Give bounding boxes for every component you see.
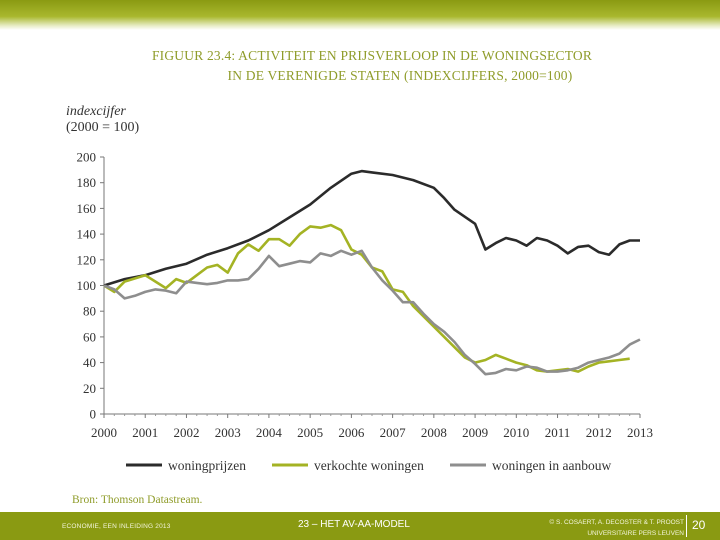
footer-copyright: © S. COSAERT, A. DECOSTER & T. PROOST UN…: [536, 517, 684, 539]
footer-divider: [686, 515, 687, 537]
y-axis-label-line-1: indexcijfer: [66, 104, 126, 119]
footer-authors: © S. COSAERT, A. DECOSTER & T. PROOST: [549, 519, 684, 526]
legend-label-1: woningprijzen: [168, 458, 246, 473]
x-tick-label: 2001: [132, 425, 158, 440]
y-tick-label: 100: [77, 278, 97, 293]
chart-title-line-2: IN DE VERENIGDE STATEN (INDEXCIJFERS, 20…: [227, 68, 573, 83]
top-accent-bar: [0, 0, 720, 30]
legend-label-3: woningen in aanbouw: [492, 458, 611, 473]
x-tick-label: 2008: [421, 425, 447, 440]
series-line-3: [103, 249, 641, 376]
x-tick-label: 2005: [297, 425, 323, 440]
y-tick-label: 160: [77, 201, 97, 216]
y-tick-label: 60: [83, 329, 96, 344]
footer-publisher: UNIVERSITAIRE PERS LEUVEN: [587, 530, 684, 537]
x-tick-label: 2007: [380, 425, 407, 440]
y-tick-label: 0: [90, 407, 97, 422]
y-tick-label: 80: [83, 304, 96, 319]
y-tick-label: 120: [77, 252, 97, 267]
x-tick-label: 2009: [462, 425, 488, 440]
x-tick-label: 2013: [627, 425, 653, 440]
footer-bar: ECONOMIE, EEN INLEIDING 2013 23 – HET AV…: [0, 512, 720, 540]
y-tick-label: 200: [77, 150, 97, 165]
x-tick-label: 2000: [91, 425, 117, 440]
source-note: Bron: Thomson Datastream.: [72, 494, 203, 506]
x-tick-label: 2002: [173, 425, 199, 440]
y-tick-label: 180: [77, 175, 97, 190]
footer-book-title: ECONOMIE, EEN INLEIDING 2013: [62, 523, 171, 530]
y-tick-label: 40: [83, 355, 96, 370]
line-chart: 0 20 40 60 80 100 120 140 160 180 200 2000 2001 2002 2…: [77, 150, 654, 474]
chart-legend: woningprijzen verkochte woningen woningen …: [126, 458, 611, 473]
x-tick-label: 2012: [586, 425, 612, 440]
x-tick-label: 2003: [215, 425, 241, 440]
x-tick-label: 2010: [503, 425, 529, 440]
series-line-1: [103, 169, 640, 287]
footer-chapter-title: 23 – HET AV-AA-MODEL: [298, 519, 410, 530]
chart-axes: 0 20 40 60 80 100 120 140 160 180 200 2000 2001 2002 2…: [77, 150, 654, 441]
chart-series: [103, 169, 641, 376]
y-tick-label: 20: [83, 381, 96, 396]
x-tick-label: 2004: [256, 425, 283, 440]
chart-title-line-1: FIGUUR 23.4: ACTIVITEIT EN PRIJSVERLOOP …: [151, 48, 593, 63]
legend-label-2: verkochte woningen: [314, 458, 424, 473]
page-number: 20: [692, 518, 706, 532]
series-line-2: [103, 223, 630, 373]
y-axis-label-line-2: (2000 = 100): [66, 120, 140, 135]
x-tick-label: 2006: [338, 425, 365, 440]
y-tick-label: 140: [77, 227, 97, 242]
x-tick-label: 2011: [545, 425, 571, 440]
